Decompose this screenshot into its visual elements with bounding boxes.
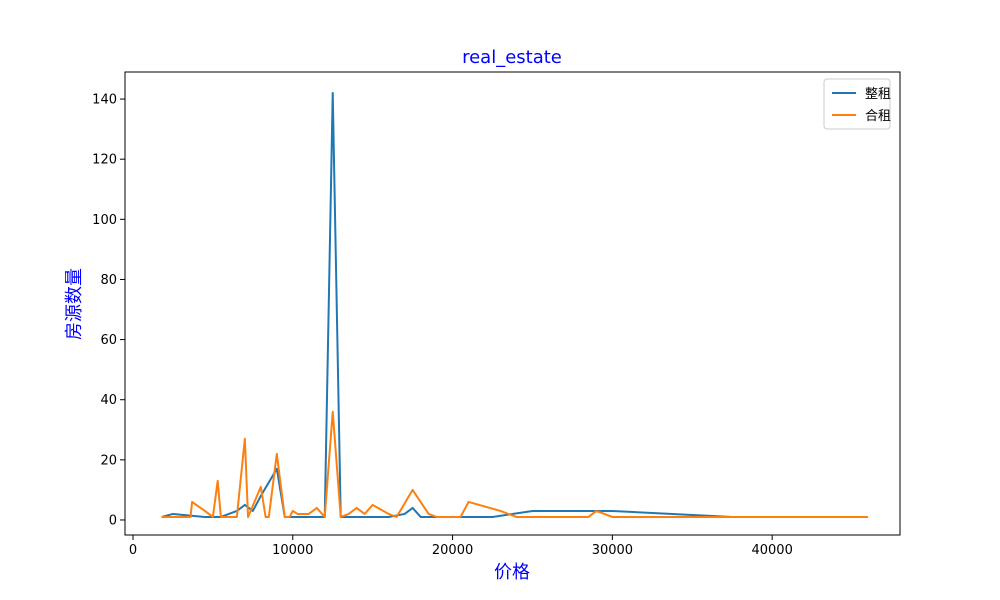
y-tick-label: 140 [92, 93, 117, 108]
x-tick-label: 40000 [751, 543, 792, 558]
y-tick-label: 80 [100, 273, 117, 288]
y-axis-label: 房源数量 [64, 268, 85, 340]
y-tick-label: 0 [109, 513, 117, 528]
y-tick-label: 20 [100, 453, 117, 468]
legend-label-2: 合租 [865, 109, 891, 124]
x-tick-label: 10000 [272, 543, 313, 558]
legend-label-1: 整租 [865, 87, 891, 102]
chart-title: real_estate [462, 47, 562, 68]
plot-area: 0 10000 20000 30000 40000 0 20 40 60 80 100 120 140 整… [92, 71, 901, 558]
x-tick-label: 0 [129, 543, 137, 558]
legend-box [823, 78, 891, 130]
x-tick-label: 30000 [592, 543, 633, 558]
y-tick-label: 60 [100, 333, 117, 348]
x-axis-label: 价格 [494, 562, 530, 583]
x-tick-label: 20000 [432, 543, 473, 558]
y-tick-label: 100 [92, 213, 117, 228]
plot-frame [124, 71, 901, 536]
y-tick-label: 120 [92, 153, 117, 168]
y-tick-label: 40 [100, 393, 117, 408]
series-line-2 [161, 410, 869, 518]
